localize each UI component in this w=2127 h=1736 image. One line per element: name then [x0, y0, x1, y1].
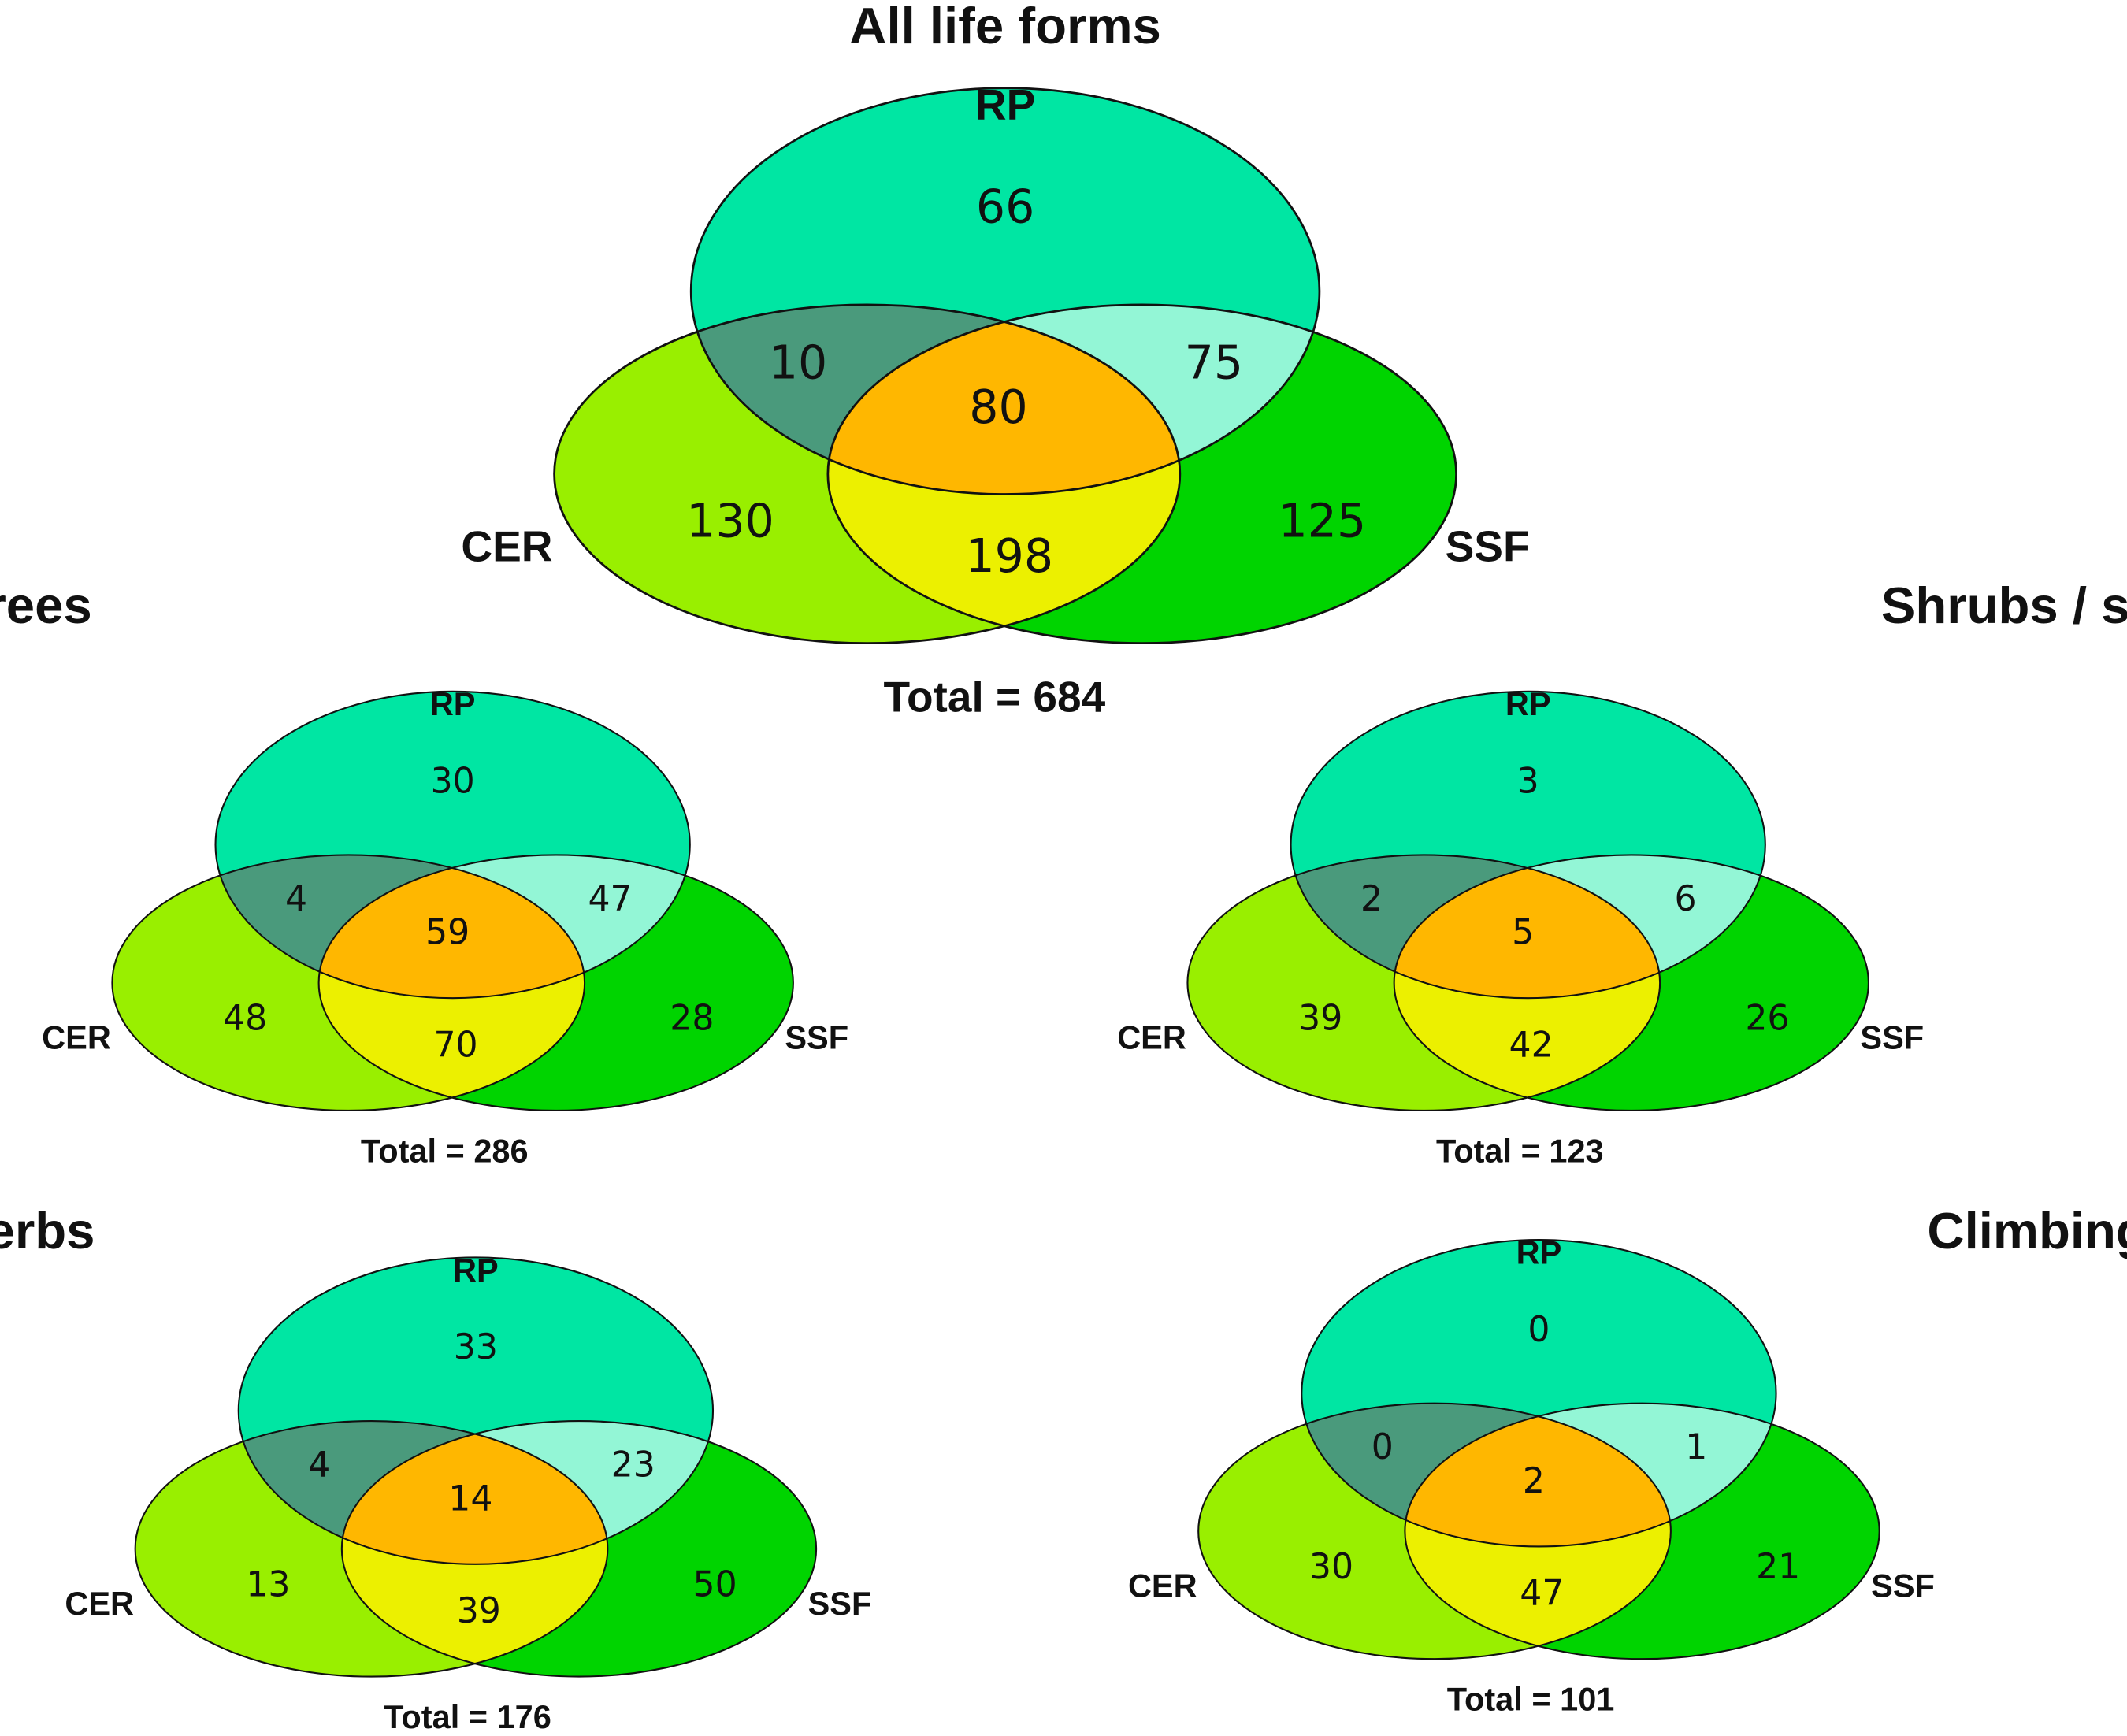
set-label: SSF [1860, 1018, 1924, 1055]
total-label: Total = 123 [1436, 1132, 1604, 1169]
region-count: 47 [588, 879, 632, 919]
region-count: 70 [433, 1025, 477, 1065]
set-label: RP [453, 1252, 499, 1289]
panel-title: Shrubs / subshrubs [1881, 577, 2127, 634]
region-count: 66 [976, 180, 1034, 234]
region-count: 30 [431, 762, 475, 802]
region-count: 1 [1685, 1427, 1707, 1467]
region-count: 125 [1279, 494, 1367, 547]
region-count: 198 [965, 529, 1053, 583]
set-label: CER [65, 1585, 134, 1622]
region-count: 14 [448, 1478, 492, 1519]
set-outline [1404, 1402, 1880, 1660]
set-label: RP [1516, 1233, 1562, 1270]
region-count: 13 [246, 1564, 290, 1604]
set-outline [134, 1420, 609, 1678]
region-count: 0 [1528, 1310, 1550, 1350]
panel-title: Trees [0, 577, 92, 634]
region-count: 26 [1745, 999, 1789, 1039]
region-count: 130 [686, 494, 774, 547]
set-label: SSF [1871, 1567, 1935, 1604]
region-count: 0 [1372, 1427, 1394, 1467]
set-label: SSF [1446, 522, 1530, 571]
region-count: 10 [769, 336, 827, 389]
total-label: Total = 101 [1447, 1681, 1615, 1718]
set-outline [317, 854, 794, 1111]
set-label: SSF [808, 1585, 872, 1622]
region-count: 28 [670, 999, 714, 1039]
total-label: Total = 684 [883, 672, 1105, 721]
venn-panel: 33 4 23 14 13 39 50 RP CER SSF Total = 176 [65, 1252, 871, 1735]
region-count: 3 [1517, 762, 1539, 802]
region-count: 5 [1512, 913, 1534, 953]
set-outline [826, 303, 1457, 644]
panel-title: Climbing [1927, 1202, 2127, 1259]
region-count: 21 [1756, 1547, 1800, 1587]
set-outline [1197, 1402, 1672, 1660]
region-count: 42 [1509, 1025, 1553, 1065]
region-count: 48 [223, 999, 267, 1039]
set-outline [237, 1256, 715, 1565]
region-count: 6 [1675, 879, 1697, 919]
region-count: 59 [425, 913, 470, 953]
set-label: CER [461, 522, 552, 571]
venn-panel: 66 10 75 80 130 198 125 RP CER SSF Total = 684 [461, 80, 1529, 721]
set-outline [689, 87, 1321, 495]
venn-panel: 30 4 47 59 48 70 28 RP CER SSF Total = 286 [42, 685, 848, 1169]
panel-title: All life forms [849, 0, 1161, 54]
total-label: Total = 286 [361, 1132, 529, 1169]
set-outline [553, 303, 1182, 644]
region-count: 39 [1298, 999, 1342, 1039]
region-count: 39 [457, 1591, 501, 1631]
set-label: CER [1117, 1018, 1186, 1055]
region-count: 80 [969, 380, 1027, 434]
region-count: 23 [611, 1445, 655, 1485]
panel-title: Herbs [0, 1202, 95, 1259]
region-count: 2 [1360, 879, 1383, 919]
set-label: RP [430, 685, 476, 722]
region-count: 75 [1185, 336, 1243, 389]
set-label: CER [1128, 1567, 1197, 1604]
set-outline [1301, 1239, 1777, 1548]
region-count: 2 [1523, 1461, 1545, 1501]
region-count: 30 [1309, 1547, 1353, 1587]
set-outline [1393, 854, 1869, 1111]
set-outline [1186, 854, 1661, 1111]
set-outline [1290, 690, 1766, 1000]
set-outline [214, 690, 691, 1000]
region-count: 47 [1520, 1574, 1564, 1614]
venn-panel: 0 0 1 2 30 47 21 RP CER SSF Total = 101 [1128, 1233, 1935, 1717]
region-count: 50 [693, 1564, 737, 1604]
region-count: 33 [454, 1327, 498, 1367]
set-label: RP [1505, 685, 1551, 722]
set-outline [340, 1420, 818, 1678]
set-label: SSF [785, 1018, 848, 1055]
region-count: 4 [285, 879, 307, 919]
set-label: RP [975, 80, 1035, 129]
total-label: Total = 176 [384, 1698, 551, 1735]
set-label: CER [42, 1018, 111, 1055]
region-count: 4 [308, 1445, 330, 1485]
set-outline [111, 854, 586, 1111]
